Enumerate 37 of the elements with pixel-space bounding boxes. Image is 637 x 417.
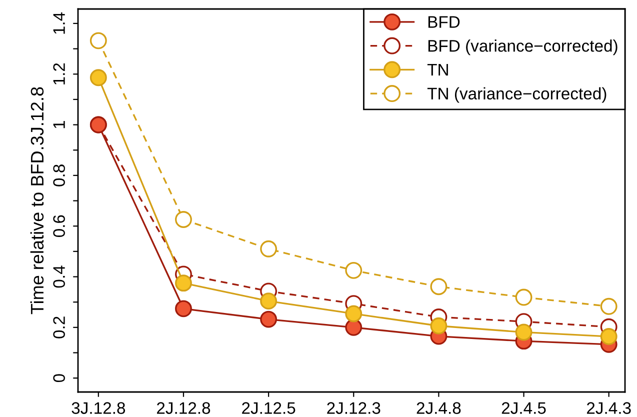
point [175, 211, 192, 228]
point [515, 324, 532, 341]
point [175, 274, 192, 292]
point [345, 262, 362, 279]
y-tick-label: 0.4 [53, 266, 65, 288]
y-tick-label: 1.2 [53, 63, 65, 84]
x-tick-label: 2J.4.5 [502, 402, 546, 414]
y-tick-label: 0.2 [53, 316, 65, 338]
y-tick-label: 0 [53, 374, 65, 382]
x-tick-label: 2J.4.8 [416, 402, 461, 414]
x-tick-label: 3J.12.8 [72, 402, 126, 414]
point [90, 69, 107, 86]
legend-label: BFD (variance−corrected) [428, 40, 618, 56]
y-tick-label: 0.8 [53, 164, 65, 186]
point [175, 300, 192, 318]
point [260, 240, 278, 258]
x-tick-label: 2J.12.3 [327, 402, 380, 414]
y-tick-label: 1 [53, 120, 65, 128]
point [600, 298, 618, 315]
point [345, 318, 362, 336]
point [430, 278, 448, 296]
point [600, 328, 618, 345]
y-tick-label: 1.4 [53, 12, 65, 34]
legend-label: TN [427, 64, 448, 76]
x-tick-label: 2J.4.3 [586, 402, 631, 414]
x-tick-label: 2J.12.5 [242, 402, 296, 414]
y-axis-title: Time relative to BFD.3J.12.8 [30, 87, 44, 314]
point [345, 305, 362, 322]
point [90, 32, 107, 50]
legend-label: BFD [428, 16, 460, 28]
y-tick-label: 0.6 [53, 215, 65, 238]
point [430, 317, 448, 334]
point [515, 288, 532, 306]
x-tick-label: 2J.12.8 [156, 402, 210, 414]
point [260, 292, 278, 310]
point [260, 310, 278, 328]
legend-label: TN (variance−corrected) [427, 87, 606, 103]
